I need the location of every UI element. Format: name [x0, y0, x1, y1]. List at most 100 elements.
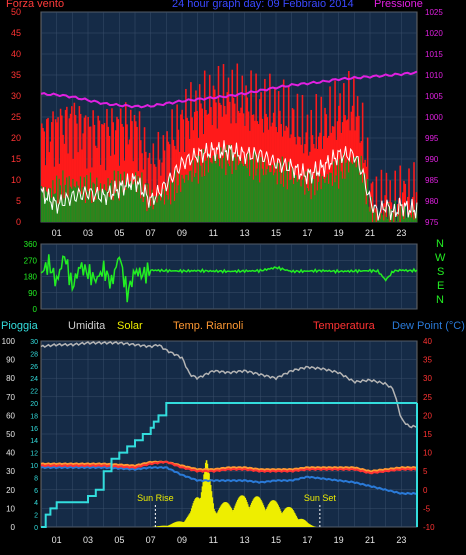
wind-avg-bar — [391, 213, 394, 222]
wind-gust-bar — [385, 172, 388, 222]
wind-avg-bar — [74, 187, 77, 222]
solar-bar — [219, 506, 222, 527]
wind-avg-bar — [119, 173, 122, 222]
solar-bar — [292, 510, 294, 527]
wind-gust-bar — [252, 114, 255, 222]
solar-bar — [252, 499, 255, 527]
wind-avg-bar — [403, 219, 405, 222]
header-left-label: Forza vento — [6, 0, 65, 10]
solar-bar — [295, 516, 298, 527]
solar-bar — [182, 522, 185, 527]
bot-xtick-label: 07 — [146, 535, 156, 545]
wind-avg-bar — [146, 211, 148, 222]
wind-avg-bar — [302, 175, 305, 222]
wind-avg-bar — [383, 220, 385, 222]
solar-bar — [221, 504, 224, 527]
wind-avg-bar — [320, 189, 323, 222]
wind-avg-bar — [157, 195, 160, 222]
solar-bar — [185, 519, 187, 527]
solar-bar — [227, 504, 230, 527]
wind-avg-bar — [340, 171, 343, 222]
solar-bar — [264, 509, 266, 527]
solar-bar — [297, 519, 300, 527]
wind-avg-bar — [223, 149, 226, 222]
solar-bar — [163, 525, 165, 527]
wind-dir-letter-n: N — [436, 238, 444, 250]
solar-bar — [190, 508, 193, 527]
wind-avg-bar — [355, 167, 358, 222]
temp-riarnoli-series — [40, 460, 418, 473]
wind-avg-bar — [143, 190, 146, 222]
bot-humidity-tick-label: 30 — [6, 467, 15, 476]
wind-avg-bar — [69, 186, 72, 222]
wind-avg-bar — [264, 158, 266, 222]
wind-avg-bar — [121, 183, 123, 222]
solar-bar — [262, 505, 265, 527]
wind-gust-bar — [129, 109, 132, 222]
solar-bar — [214, 512, 217, 527]
wind-avg-bar — [279, 171, 281, 222]
wind-avg-bar — [385, 216, 388, 222]
wind-gust-bar — [57, 117, 59, 222]
wind-gust-bar — [383, 203, 385, 222]
sun-rise-label: Sun Rise — [137, 493, 174, 503]
wind-avg-bar — [83, 177, 86, 222]
solar-bar — [213, 508, 215, 527]
solar-bar — [173, 522, 176, 527]
wind-avg-bar — [230, 144, 232, 222]
wind-avg-bar — [103, 184, 106, 222]
wind-avg-bar — [73, 186, 76, 222]
solar-bar — [188, 514, 191, 527]
wind-avg-bar — [285, 165, 287, 222]
wind-gust-bar — [177, 129, 180, 222]
wind-gust-bar — [171, 109, 173, 222]
solar-bar — [190, 511, 192, 527]
wind-gust-bar — [404, 183, 407, 222]
bot-temp-tick-label: 40 — [423, 337, 432, 346]
bot-humidity-tick-label: 100 — [2, 337, 16, 346]
wind-avg-bar — [166, 195, 168, 222]
bot-humidity-tick-label: 80 — [6, 374, 15, 383]
bot-rain-tick-label: 22 — [30, 389, 38, 396]
solar-bar — [311, 525, 314, 527]
solar-bar — [195, 497, 198, 527]
wind-avg-bar — [307, 191, 310, 222]
wind-gust-bar — [375, 176, 378, 222]
wind-avg-bar — [135, 172, 137, 222]
wind-gust-bar — [69, 113, 72, 222]
wind-avg-bar — [267, 165, 270, 222]
wind-avg-bar — [175, 170, 177, 222]
top-xtick-label: 07 — [146, 228, 156, 238]
solar-bar — [168, 525, 171, 527]
wind-gust-bar — [246, 97, 249, 222]
wind-avg-bar — [211, 163, 214, 222]
solar-bar — [276, 503, 279, 527]
wind-avg-bar — [239, 163, 241, 222]
wind-gust-bar — [399, 165, 402, 222]
bot-humidity-tick-label: 20 — [6, 486, 15, 495]
wind-avg-bar — [206, 156, 208, 222]
solar-bar — [301, 518, 303, 527]
wind-avg-bar — [91, 202, 93, 222]
wind-avg-bar — [316, 190, 319, 222]
solar-bar — [222, 503, 224, 527]
top-xtick-label: 23 — [396, 228, 406, 238]
solar-bar — [296, 517, 298, 527]
wind-gust-bar — [403, 180, 405, 222]
wind-avg-bar — [259, 182, 261, 222]
top-left-tick-label: 0 — [16, 217, 21, 227]
wind-gust-bar — [379, 213, 381, 222]
wind-gust-bar — [68, 118, 71, 222]
solar-bar — [213, 510, 216, 527]
bot-rain-tick-label: 24 — [30, 376, 38, 383]
solar-bar — [207, 468, 210, 527]
wind-gust-bar — [76, 123, 78, 222]
wind-avg-bar — [201, 176, 203, 222]
wind-gust-bar — [279, 110, 281, 222]
wind-avg-bar — [193, 176, 196, 222]
wind-avg-bar — [360, 155, 363, 222]
solar-bar — [240, 495, 242, 527]
solar-bar — [307, 523, 310, 527]
wind-gust-bar — [182, 119, 185, 222]
